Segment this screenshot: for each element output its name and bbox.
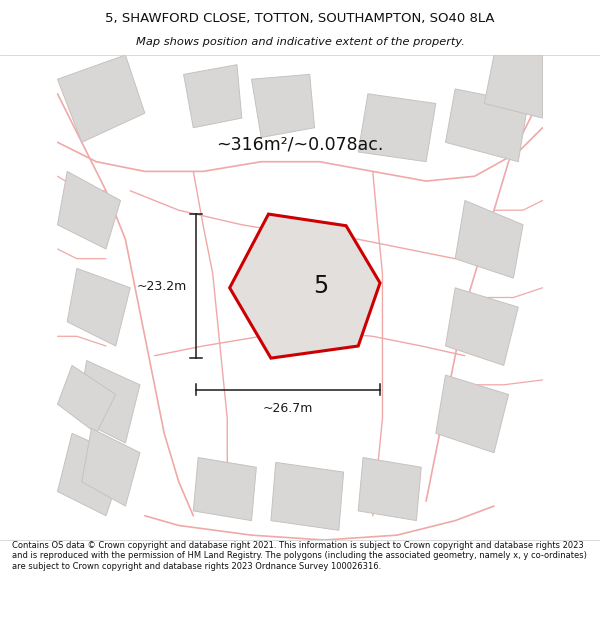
Polygon shape bbox=[58, 171, 121, 249]
Text: ~26.7m: ~26.7m bbox=[263, 402, 313, 415]
Text: ~316m²/~0.078ac.: ~316m²/~0.078ac. bbox=[217, 136, 383, 154]
Polygon shape bbox=[82, 429, 140, 506]
Text: 5: 5 bbox=[313, 274, 329, 298]
Polygon shape bbox=[436, 375, 509, 452]
Polygon shape bbox=[358, 458, 421, 521]
Polygon shape bbox=[271, 462, 344, 530]
Polygon shape bbox=[193, 458, 256, 521]
Polygon shape bbox=[58, 55, 145, 142]
Polygon shape bbox=[484, 55, 542, 118]
Polygon shape bbox=[358, 94, 436, 162]
Polygon shape bbox=[58, 433, 125, 516]
Polygon shape bbox=[58, 366, 116, 433]
Polygon shape bbox=[455, 201, 523, 278]
Polygon shape bbox=[446, 89, 528, 162]
Polygon shape bbox=[77, 361, 140, 443]
Polygon shape bbox=[184, 65, 242, 128]
Polygon shape bbox=[251, 74, 314, 138]
Text: 5, SHAWFORD CLOSE, TOTTON, SOUTHAMPTON, SO40 8LA: 5, SHAWFORD CLOSE, TOTTON, SOUTHAMPTON, … bbox=[105, 12, 495, 25]
Polygon shape bbox=[67, 268, 130, 346]
Text: Contains OS data © Crown copyright and database right 2021. This information is : Contains OS data © Crown copyright and d… bbox=[12, 541, 587, 571]
Text: ~23.2m: ~23.2m bbox=[137, 279, 187, 292]
Polygon shape bbox=[230, 214, 380, 358]
Text: Map shows position and indicative extent of the property.: Map shows position and indicative extent… bbox=[136, 38, 464, 48]
Polygon shape bbox=[446, 288, 518, 366]
